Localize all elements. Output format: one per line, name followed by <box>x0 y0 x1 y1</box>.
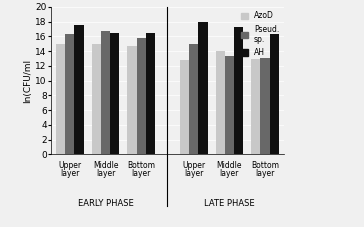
Text: EARLY PHASE: EARLY PHASE <box>78 199 133 208</box>
Legend: AzoD, Pseud.
sp., AH: AzoD, Pseud. sp., AH <box>240 11 280 58</box>
Bar <box>270 34 279 154</box>
Text: LATE PHASE: LATE PHASE <box>204 199 255 208</box>
Bar <box>198 22 207 154</box>
Bar <box>136 38 146 154</box>
Bar <box>65 34 75 154</box>
Bar <box>260 58 270 154</box>
Bar <box>127 46 136 154</box>
Bar <box>92 44 101 154</box>
Bar <box>251 59 260 154</box>
Y-axis label: ln(CFU/ml: ln(CFU/ml <box>24 59 32 103</box>
Bar <box>75 25 84 154</box>
Bar <box>180 60 189 154</box>
Bar <box>146 33 155 154</box>
Bar <box>110 33 119 154</box>
Bar <box>215 51 225 154</box>
Bar <box>234 27 243 154</box>
Bar <box>189 44 198 154</box>
Bar <box>225 55 234 154</box>
Bar <box>56 44 65 154</box>
Bar <box>101 31 110 154</box>
